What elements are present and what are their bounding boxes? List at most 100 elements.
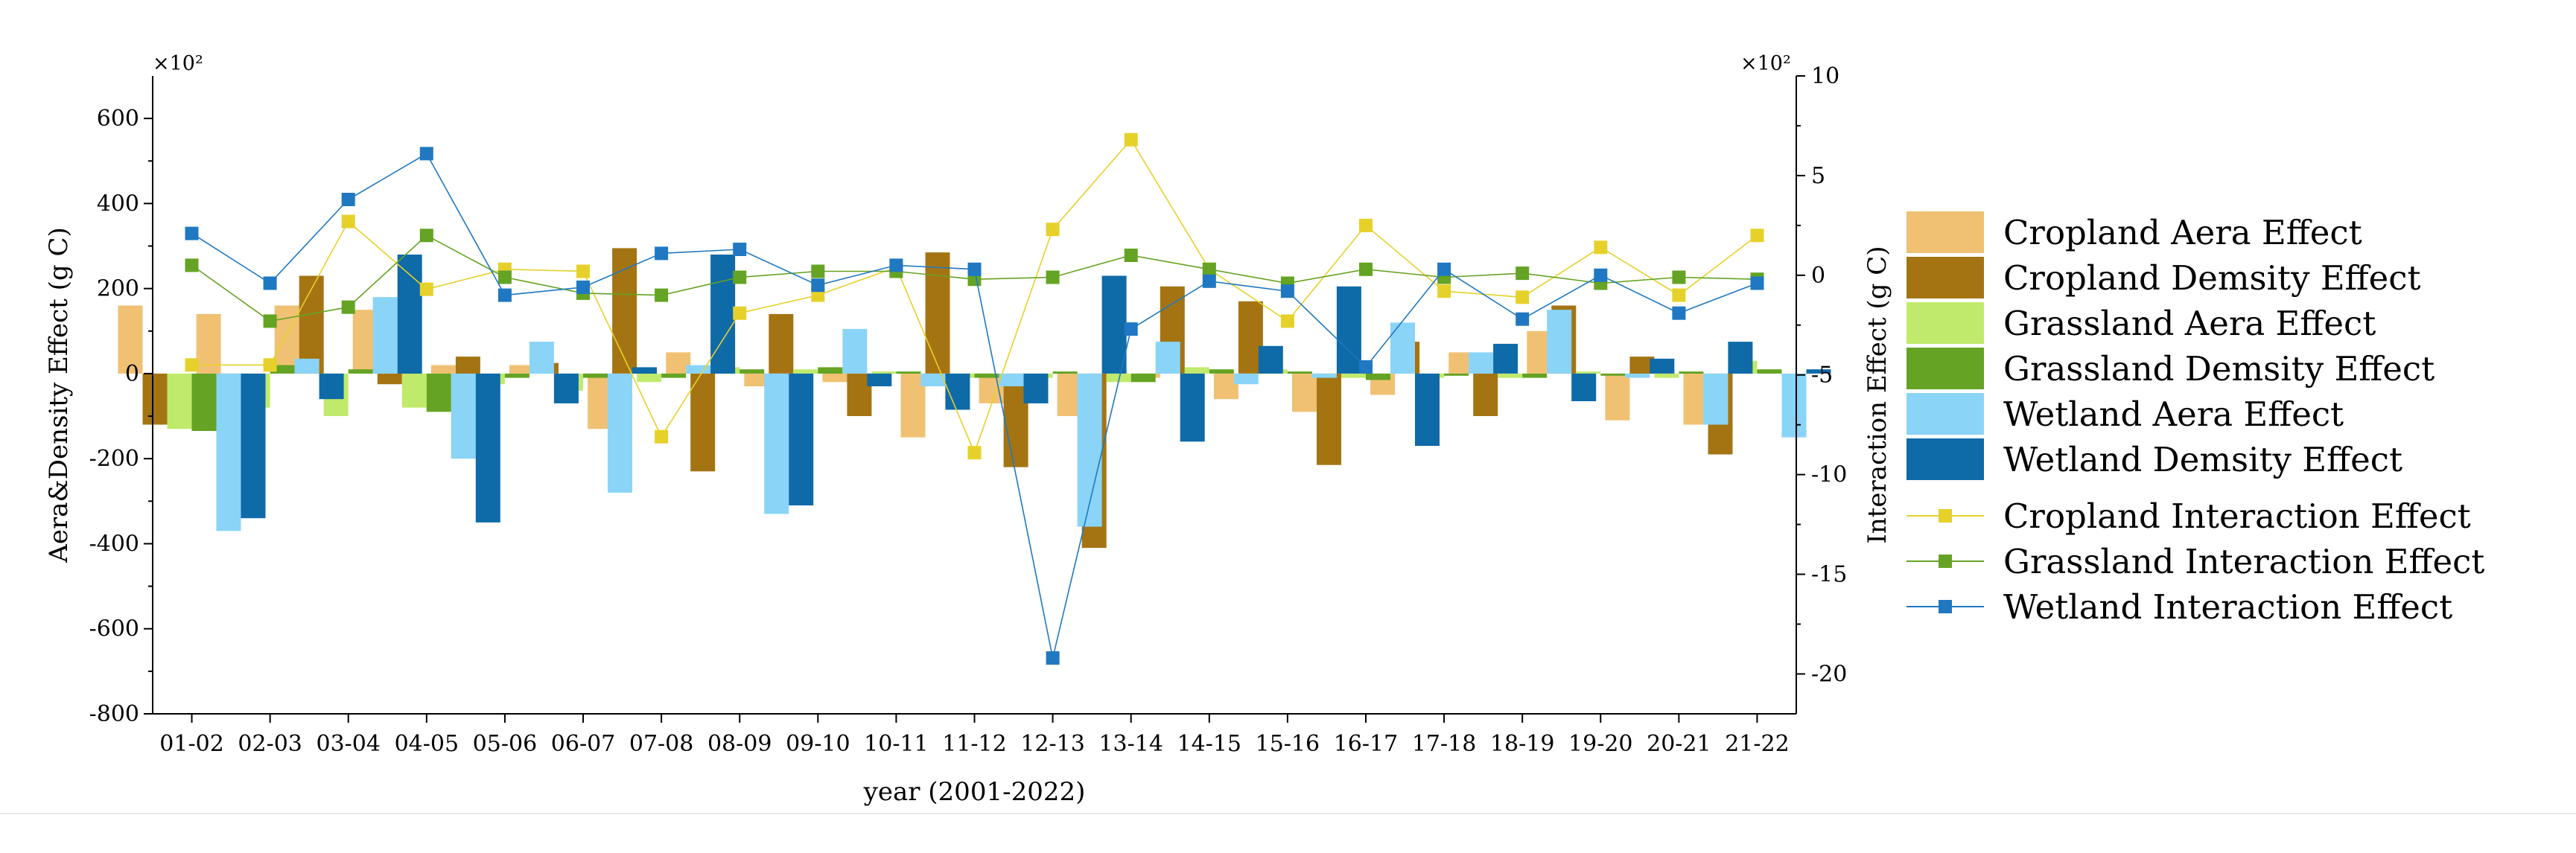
marker-wetland-interaction-effect-19-20 <box>1594 268 1608 282</box>
x-tick-label-03-04: 03-04 <box>316 731 380 757</box>
legend-label-cropland-aera-effect: Cropland Aera Effect <box>2003 213 2362 252</box>
x-tick-label-14-15: 14-15 <box>1177 731 1241 757</box>
legend-label-grassland-demsity-effect: Grassland Demsity Effect <box>2003 349 2435 389</box>
bar-cropland-aera-effect-09-10 <box>744 373 769 386</box>
bar-grassland-aera-effect-16-17 <box>1341 373 1366 378</box>
bar-wetland-aera-effect-15-16 <box>1311 373 1337 378</box>
marker-grassland-interaction-effect-18-19 <box>1516 266 1530 281</box>
marker-cropland-interaction-effect-01-02 <box>185 358 199 372</box>
x-tick-label-21-22: 21-22 <box>1725 731 1789 757</box>
bar-grassland-aera-effect-01-02 <box>167 373 192 429</box>
marker-cropland-interaction-effect-07-08 <box>655 429 669 444</box>
bar-grassland-aera-effect-10-11 <box>871 371 897 374</box>
right-tick-label--20: -20 <box>1811 661 1847 687</box>
legend-marker-cropland-interaction-effect <box>1939 509 1952 523</box>
right-multiplier: ×10² <box>1740 52 1791 75</box>
x-tick-label-15-16: 15-16 <box>1256 731 1320 757</box>
bar-grassland-demsity-effect-17-18 <box>1444 373 1469 376</box>
x-tick-label-02-03: 02-03 <box>238 731 302 757</box>
right-tick-label--5: -5 <box>1811 362 1833 389</box>
marker-grassland-interaction-effect-04-05 <box>419 229 433 243</box>
marker-wetland-interaction-effect-16-17 <box>1359 360 1373 374</box>
bar-grassland-demsity-effect-14-15 <box>1209 369 1234 374</box>
bar-wetland-demsity-effect-17-18 <box>1493 343 1518 374</box>
legend-label-wetland-interaction-effect: Wetland Interaction Effect <box>2003 587 2452 627</box>
bar-grassland-demsity-effect-12-13 <box>1052 371 1078 374</box>
legend-marker-wetland-interaction-effect <box>1939 600 1952 613</box>
x-tick-label-08-09: 08-09 <box>707 731 772 757</box>
bar-grassland-demsity-effect-21-22 <box>1757 369 1782 374</box>
bar-cropland-aera-effect-02-03 <box>196 313 221 374</box>
marker-wetland-interaction-effect-03-04 <box>341 193 355 206</box>
legend-swatch-wetland-demsity-effect <box>1906 438 1984 480</box>
marker-wetland-interaction-effect-04-05 <box>419 147 433 161</box>
bar-wetland-aera-effect-01-02 <box>216 373 241 531</box>
marker-grassland-interaction-effect-03-04 <box>341 300 355 314</box>
marker-wetland-interaction-effect-12-13 <box>1046 651 1060 665</box>
bar-wetland-demsity-effect-05-06 <box>553 373 579 403</box>
bar-cropland-demsity-effect-16-17 <box>1317 373 1341 465</box>
right-tick-label-10: 10 <box>1811 63 1839 89</box>
bar-grassland-demsity-effect-15-16 <box>1287 371 1312 374</box>
bar-grassland-demsity-effect-03-04 <box>348 369 373 374</box>
marker-cropland-interaction-effect-16-17 <box>1359 218 1373 232</box>
bar-wetland-demsity-effect-06-07 <box>632 367 657 374</box>
bar-grassland-demsity-effect-02-03 <box>270 365 295 374</box>
bar-grassland-demsity-effect-20-21 <box>1679 371 1704 374</box>
marker-cropland-interaction-effect-18-19 <box>1516 290 1530 304</box>
marker-grassland-interaction-effect-16-17 <box>1359 262 1373 276</box>
bar-cropland-aera-effect-16-17 <box>1292 373 1317 412</box>
marker-wetland-interaction-effect-05-06 <box>497 288 512 302</box>
marker-wetland-interaction-effect-10-11 <box>889 258 903 272</box>
marker-wetland-interaction-effect-13-14 <box>1124 322 1138 336</box>
bar-grassland-aera-effect-14-15 <box>1184 367 1209 374</box>
legend-marker-grassland-interaction-effect <box>1939 555 1952 568</box>
bar-cropland-aera-effect-05-06 <box>430 365 456 374</box>
bar-wetland-aera-effect-08-09 <box>764 373 789 514</box>
legend-label-cropland-demsity-effect: Cropland Demsity Effect <box>2003 258 2421 298</box>
bar-wetland-demsity-effect-21-22 <box>1806 369 1831 374</box>
bar-wetland-demsity-effect-18-19 <box>1571 373 1597 401</box>
bar-wetland-demsity-effect-14-15 <box>1258 345 1283 374</box>
bar-grassland-demsity-effect-18-19 <box>1522 373 1548 378</box>
marker-cropland-interaction-effect-13-14 <box>1124 132 1138 147</box>
bar-wetland-demsity-effect-04-05 <box>475 373 500 523</box>
marker-cropland-interaction-effect-15-16 <box>1280 314 1294 328</box>
x-tick-label-09-10: 09-10 <box>786 731 850 757</box>
x-tick-label-11-12: 11-12 <box>942 731 1006 757</box>
y-axis-title-right: Interaction Effect (g C) <box>1863 246 1892 543</box>
bar-cropland-aera-effect-01-02 <box>118 305 143 374</box>
bar-wetland-demsity-effect-12-13 <box>1101 275 1127 374</box>
x-tick-label-04-05: 04-05 <box>395 731 459 757</box>
lines-layer <box>185 132 1764 665</box>
marker-wetland-interaction-effect-15-16 <box>1280 284 1294 298</box>
bar-wetland-demsity-effect-10-11 <box>945 373 970 410</box>
x-tick-label-05-06: 05-06 <box>473 731 537 757</box>
legend-label-wetland-demsity-effect: Wetland Demsity Effect <box>2003 440 2402 479</box>
marker-wetland-interaction-effect-18-19 <box>1516 312 1530 326</box>
marker-cropland-interaction-effect-20-21 <box>1672 288 1686 302</box>
bar-wetland-aera-effect-06-07 <box>608 373 632 493</box>
bar-grassland-demsity-effect-13-14 <box>1130 373 1156 383</box>
bar-grassland-demsity-effect-16-17 <box>1366 373 1390 380</box>
bar-wetland-demsity-effect-11-12 <box>1023 373 1049 403</box>
bar-wetland-aera-effect-10-11 <box>920 373 946 386</box>
bar-wetland-demsity-effect-19-20 <box>1650 358 1675 374</box>
bar-grassland-demsity-effect-11-12 <box>974 373 999 378</box>
marker-wetland-interaction-effect-21-22 <box>1750 276 1764 290</box>
legend-swatch-cropland-aera-effect <box>1906 211 1984 253</box>
marker-cropland-interaction-effect-02-03 <box>263 358 277 372</box>
bar-cropland-demsity-effect-11-12 <box>925 252 950 374</box>
bar-cropland-aera-effect-06-07 <box>509 365 534 374</box>
bar-cropland-demsity-effect-01-02 <box>142 373 168 425</box>
bar-cropland-demsity-effect-09-10 <box>769 313 794 374</box>
right-tick-label-5: 5 <box>1811 163 1825 189</box>
bar-grassland-demsity-effect-04-05 <box>426 373 451 412</box>
bar-grassland-demsity-effect-06-07 <box>583 373 608 378</box>
legend-swatch-cropland-demsity-effect <box>1906 257 1984 298</box>
bar-cropland-demsity-effect-20-21 <box>1629 357 1655 374</box>
x-tick-label-06-07: 06-07 <box>551 731 615 757</box>
bar-cropland-demsity-effect-04-05 <box>377 373 402 385</box>
marker-wetland-interaction-effect-09-10 <box>811 278 825 293</box>
marker-grassland-interaction-effect-13-14 <box>1124 249 1138 262</box>
